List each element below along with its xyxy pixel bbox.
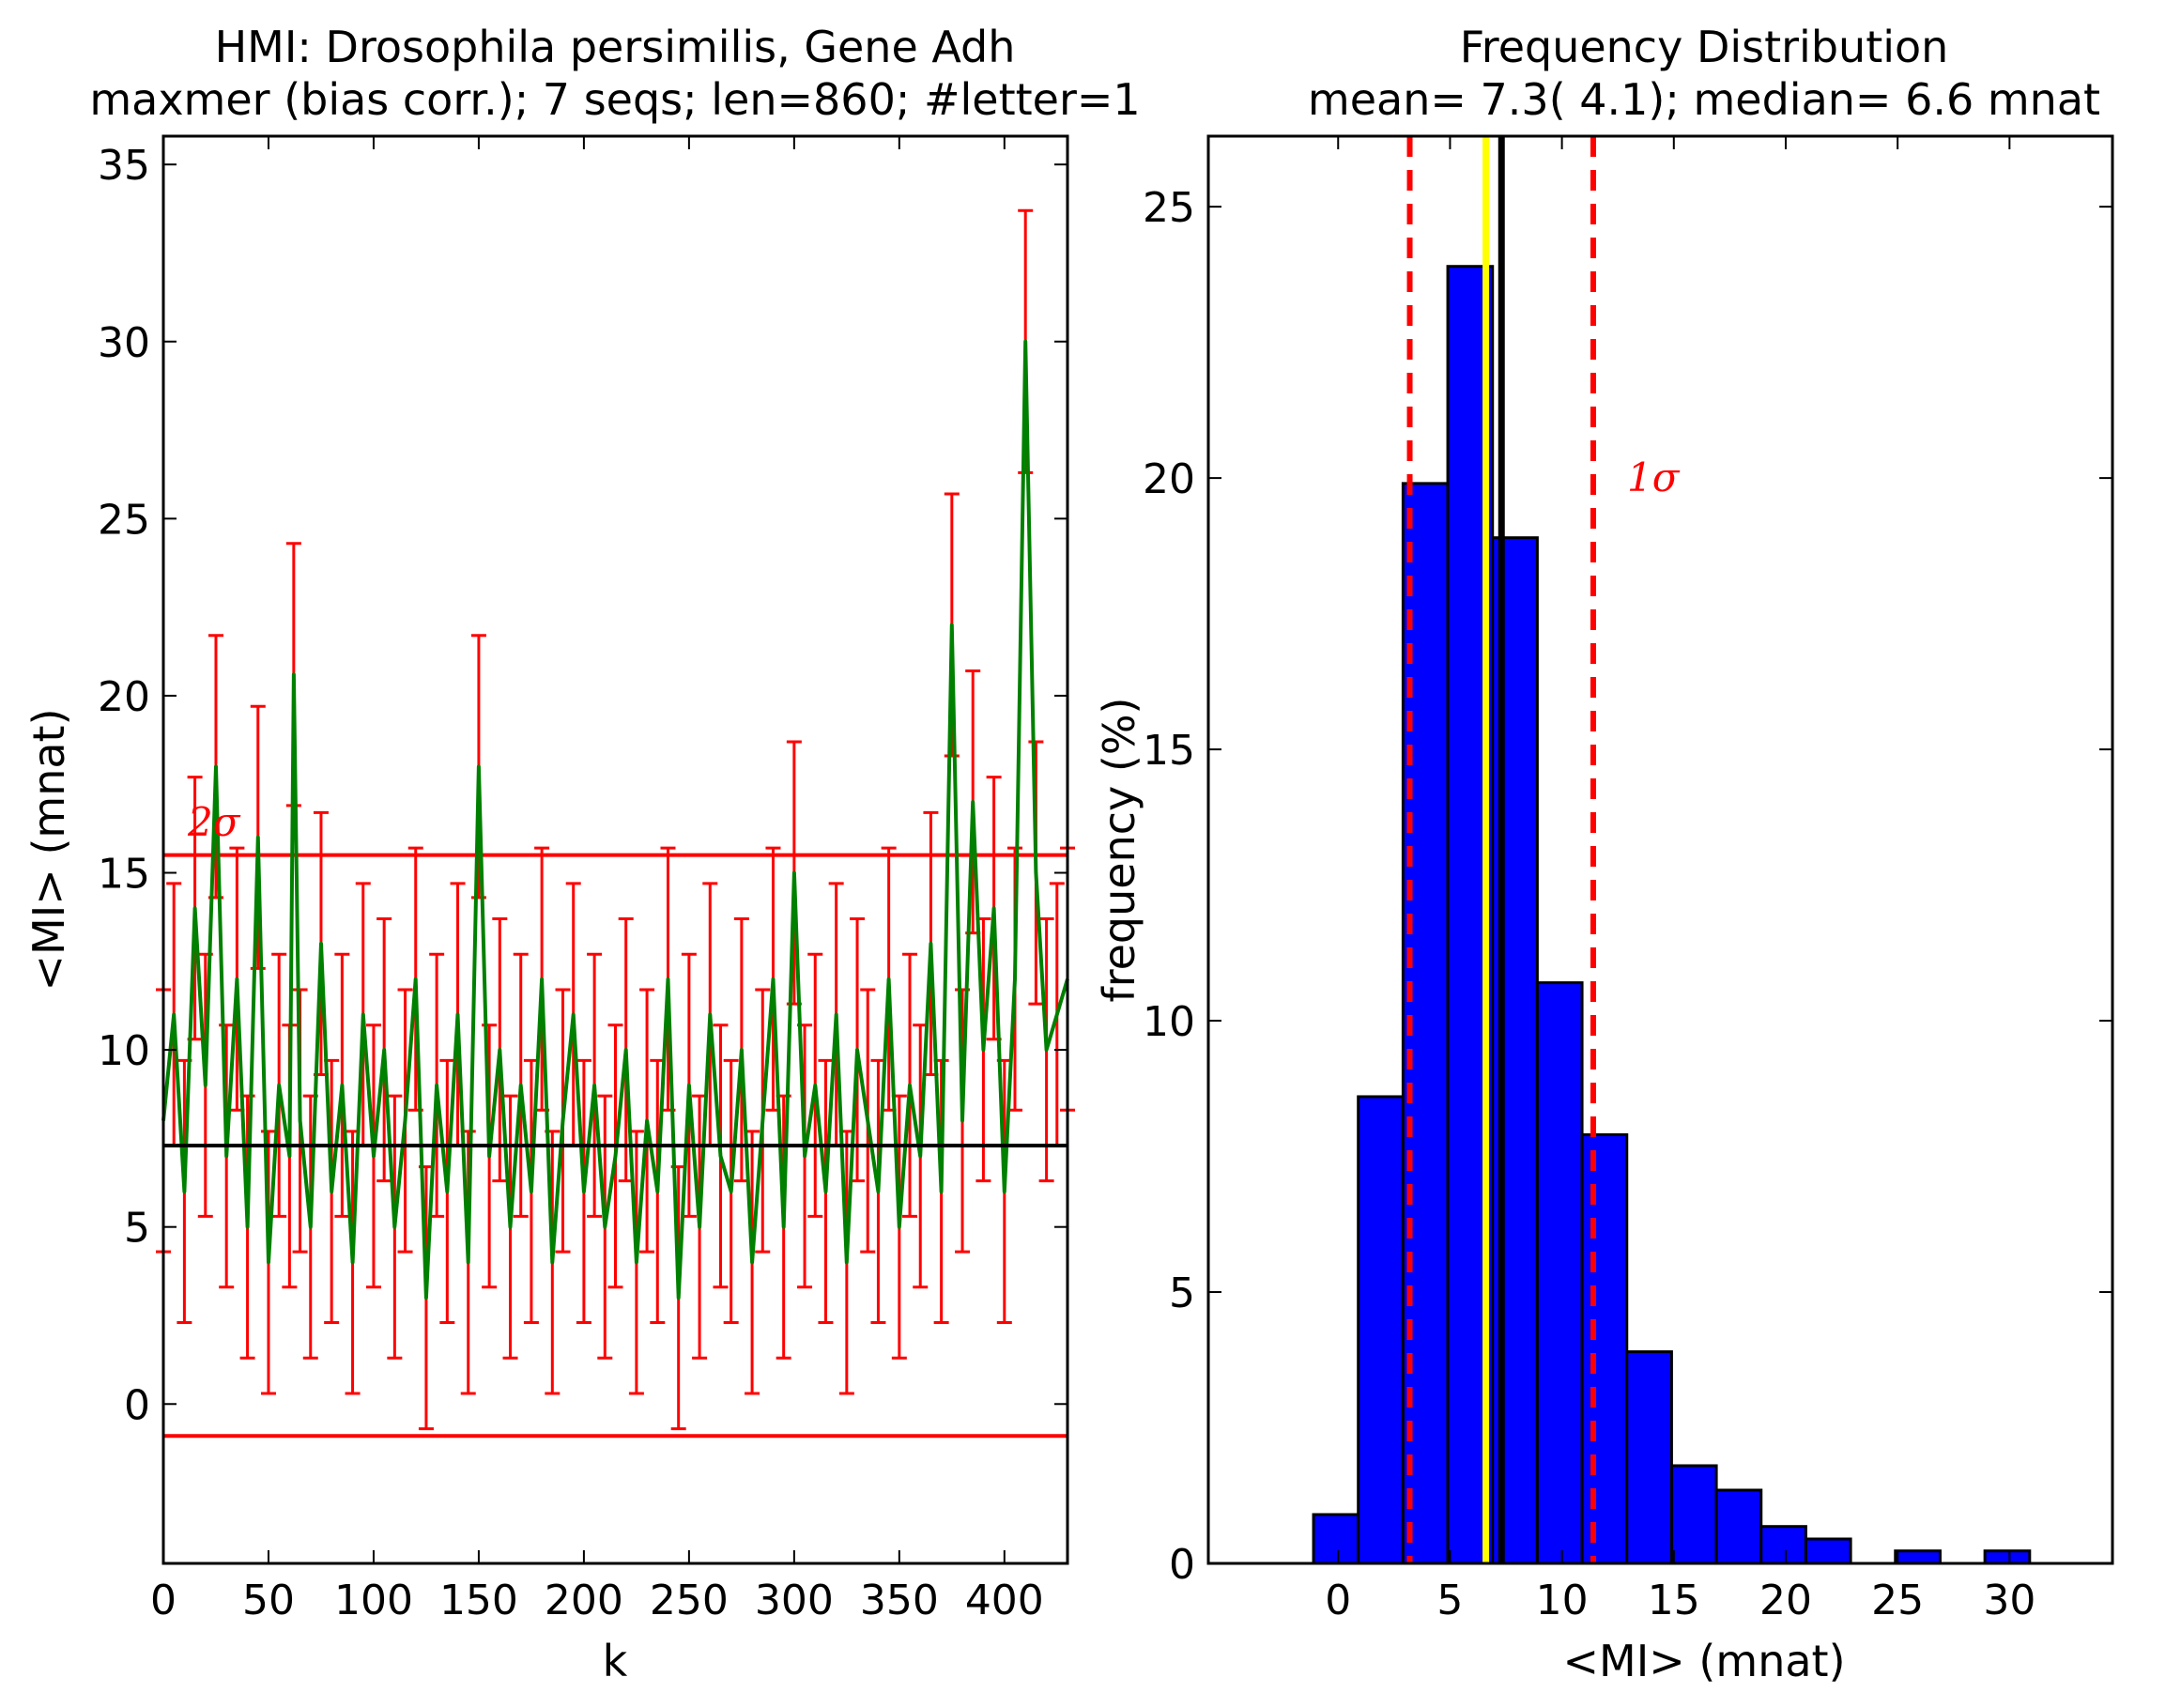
x-tick-label: 300 xyxy=(755,1577,834,1624)
histogram-bar xyxy=(1535,981,1584,1565)
y-tick-label: 15 xyxy=(1143,727,1195,775)
y-tick-label: 0 xyxy=(124,1381,150,1429)
left-2sigma-annotation: 2σ xyxy=(187,799,241,845)
x-tick-label: 10 xyxy=(1536,1577,1589,1624)
mi-series-line xyxy=(161,339,1069,1300)
left-chart-title: HMI: Drosophila persimilis, Gene Adh xyxy=(215,22,1016,72)
y-tick-label: 0 xyxy=(1169,1541,1195,1589)
x-tick-label: 350 xyxy=(860,1577,939,1624)
x-tick-label: 250 xyxy=(650,1577,729,1624)
y-tick-label: 5 xyxy=(1169,1269,1195,1317)
histogram-bar xyxy=(1759,1525,1807,1565)
x-tick-label: 30 xyxy=(1983,1577,2035,1624)
x-tick-label: 25 xyxy=(1871,1577,1924,1624)
histogram-bar xyxy=(1580,1132,1629,1565)
x-tick-label: 15 xyxy=(1648,1577,1700,1624)
y-tick-label: 30 xyxy=(98,319,150,367)
x-tick-label: 0 xyxy=(150,1577,177,1624)
x-tick-label: 400 xyxy=(965,1577,1044,1624)
x-tick-label: 50 xyxy=(242,1577,295,1624)
x-tick-label: 200 xyxy=(545,1577,623,1624)
histogram-bar xyxy=(1312,1513,1360,1565)
y-tick-label: 35 xyxy=(98,142,150,190)
right-y-axis-label: frequency (%) xyxy=(1094,698,1144,1003)
histogram-bar xyxy=(1894,1549,1942,1565)
x-tick-label: 150 xyxy=(439,1577,518,1624)
right-chart: Frequency Distribution mean= 7.3( 4.1); … xyxy=(1094,22,2114,1686)
y-tick-label: 20 xyxy=(1143,455,1195,503)
y-tick-label: 15 xyxy=(98,851,150,899)
left-chart-subtitle: maxmer (bias corr.); 7 seqs; len=860; #l… xyxy=(89,74,1140,125)
x-tick-label: 100 xyxy=(334,1577,413,1624)
x-tick-label: 20 xyxy=(1759,1577,1812,1624)
right-axis-ticks: 0 5 10 15 20 25 30 0 5 10 15 20 25 xyxy=(1143,136,2112,1624)
y-tick-label: 25 xyxy=(1143,184,1195,232)
histogram-bar xyxy=(1357,1095,1405,1565)
y-tick-label: 5 xyxy=(124,1205,150,1253)
y-tick-label: 10 xyxy=(98,1027,150,1075)
x-tick-label: 5 xyxy=(1436,1577,1463,1624)
x-tick-label: 0 xyxy=(1325,1577,1351,1624)
right-plot-frame xyxy=(1206,134,2114,1565)
histogram-bar xyxy=(1804,1537,1852,1565)
right-data-layer xyxy=(1312,136,2032,1565)
histogram-bar xyxy=(1983,1549,2032,1565)
right-chart-title: Frequency Distribution xyxy=(1460,22,1949,72)
left-y-axis-label: <MI> (mnat) xyxy=(23,708,74,991)
histogram-bar xyxy=(1714,1488,1763,1565)
left-x-axis-label: k xyxy=(603,1636,628,1686)
histogram-bar xyxy=(1669,1464,1718,1565)
histogram-bar xyxy=(1625,1350,1673,1565)
left-axis-ticks: 0 50 100 150 200 250 300 350 400 0 5 10 15 20 25 30 35 xyxy=(98,136,1067,1624)
y-tick-label: 20 xyxy=(98,673,150,721)
right-chart-subtitle: mean= 7.3( 4.1); median= 6.6 mnat xyxy=(1308,74,2100,125)
left-chart: HMI: Drosophila persimilis, Gene Adh max… xyxy=(23,22,1141,1686)
right-x-axis-label: <MI> (mnat) xyxy=(1562,1636,1845,1686)
y-tick-label: 10 xyxy=(1143,998,1195,1046)
right-1sigma-annotation: 1σ xyxy=(1627,454,1681,500)
y-tick-label: 25 xyxy=(98,496,150,544)
left-data-layer xyxy=(156,208,1075,1439)
left-plot-frame xyxy=(161,134,1069,1565)
